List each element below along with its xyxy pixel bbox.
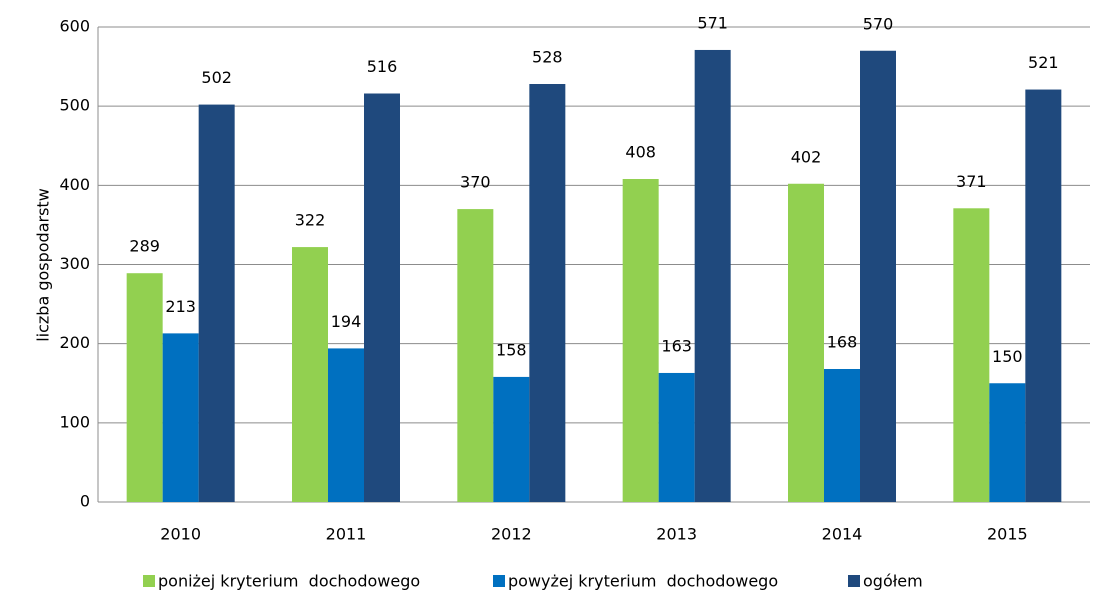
legend-label: ogółem [863, 572, 923, 591]
legend-swatch [848, 575, 860, 587]
data-label: 370 [460, 173, 491, 192]
bar [198, 104, 235, 502]
bar [493, 376, 530, 502]
bar [162, 333, 199, 502]
bar [1025, 89, 1062, 503]
y-axis-label: liczba gospodarstw [34, 188, 53, 342]
data-label: 322 [295, 211, 326, 230]
bar [126, 273, 163, 502]
x-tick-label: 2013 [656, 525, 697, 544]
y-tick-label: 400 [59, 175, 90, 194]
x-tick-label: 2012 [491, 525, 532, 544]
bar [622, 179, 659, 502]
x-tick-label: 2015 [987, 525, 1028, 544]
data-label: 571 [697, 13, 728, 32]
bar [953, 208, 990, 502]
data-label: 213 [165, 297, 196, 316]
bar [364, 93, 400, 502]
data-label: 570 [863, 14, 894, 33]
legend-label: poniżej kryterium dochodowego [158, 572, 420, 591]
data-label: 371 [956, 172, 987, 191]
data-label: 158 [496, 340, 527, 359]
bar [824, 369, 860, 502]
legend-swatch [493, 575, 505, 587]
bar [788, 183, 824, 502]
data-label: 528 [532, 48, 563, 67]
data-label: 168 [827, 333, 858, 352]
data-label: 502 [201, 68, 232, 87]
data-label: 402 [791, 147, 822, 166]
x-tick-label: 2010 [160, 525, 201, 544]
y-tick-label: 100 [59, 412, 90, 431]
bar [989, 383, 1026, 502]
bar [694, 49, 731, 502]
data-label: 408 [625, 143, 656, 162]
x-tick-label: 2014 [822, 525, 863, 544]
y-tick-label: 200 [59, 333, 90, 352]
bar [457, 209, 494, 503]
data-label: 163 [661, 336, 692, 355]
bar [658, 372, 695, 502]
bar [292, 247, 328, 502]
legend-label: powyżej kryterium dochodowego [508, 572, 778, 591]
data-label: 289 [129, 237, 160, 256]
bar [529, 84, 566, 502]
legend-swatch [143, 575, 155, 587]
data-label: 194 [331, 312, 362, 331]
bar [860, 50, 896, 502]
data-label: 516 [367, 57, 398, 76]
x-tick-label: 2011 [326, 525, 367, 544]
data-label: 521 [1028, 53, 1059, 72]
data-label: 150 [992, 347, 1023, 366]
y-tick-label: 0 [80, 492, 90, 511]
y-tick-label: 600 [59, 17, 90, 36]
y-tick-label: 500 [59, 96, 90, 115]
bar [328, 348, 364, 502]
y-tick-label: 300 [59, 254, 90, 273]
